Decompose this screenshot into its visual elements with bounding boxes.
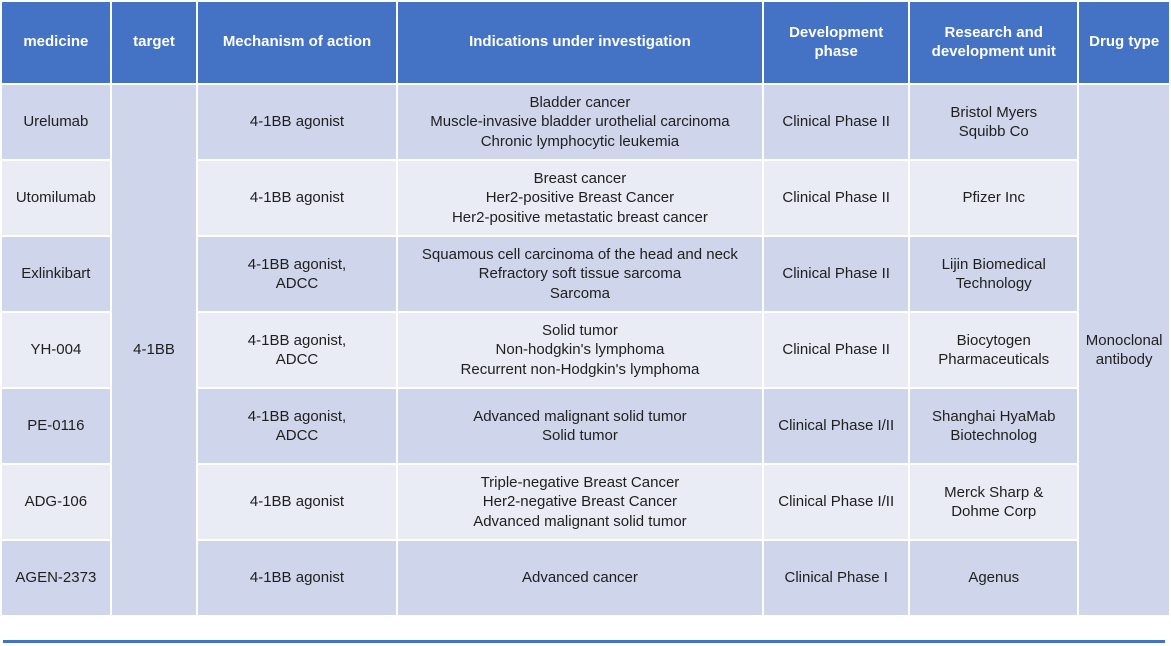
- header-cell-indications: Indications under investigation: [397, 2, 763, 83]
- table-row-adg-106: ADG-106 4-1BB agonist Triple-negative Br…: [2, 465, 1169, 539]
- cell-medicine: AGEN-2373: [2, 541, 110, 615]
- table-row-yh-004: YH-004 4-1BB agonist, ADCC Solid tumor N…: [2, 313, 1169, 387]
- header-cell-drug-type: Drug type: [1079, 2, 1169, 83]
- cell-mechanism: 4-1BB agonist, ADCC: [198, 313, 396, 387]
- cell-phase: Clinical Phase II: [764, 85, 909, 159]
- table-row-utomilumab: Utomilumab 4-1BB agonist Breast cancer H…: [2, 161, 1169, 235]
- cell-mechanism: 4-1BB agonist: [198, 161, 396, 235]
- cell-phase: Clinical Phase I/II: [764, 389, 909, 463]
- cell-rd-unit: Agenus: [910, 541, 1078, 615]
- table-row-exlinkibart: Exlinkibart 4-1BB agonist, ADCC Squamous…: [2, 237, 1169, 311]
- cell-rd-unit: Lijin Biomedical Technology: [910, 237, 1078, 311]
- cell-medicine: Urelumab: [2, 85, 110, 159]
- cell-mechanism: 4-1BB agonist, ADCC: [198, 389, 396, 463]
- cell-rd-unit: Bristol Myers Squibb Co: [910, 85, 1078, 159]
- cell-indications: Advanced malignant solid tumor Solid tum…: [397, 389, 763, 463]
- cell-rd-unit: Merck Sharp & Dohme Corp: [910, 465, 1078, 539]
- cell-indications: Breast cancer Her2-positive Breast Cance…: [397, 161, 763, 235]
- table-row-pe-0116: PE-0116 4-1BB agonist, ADCC Advanced mal…: [2, 389, 1169, 463]
- cell-indications: Solid tumor Non-hodgkin's lymphoma Recur…: [397, 313, 763, 387]
- cell-mechanism: 4-1BB agonist: [198, 465, 396, 539]
- cell-target-merged: 4-1BB: [111, 85, 197, 615]
- table-row-urelumab: Urelumab 4-1BB 4-1BB agonist Bladder can…: [2, 85, 1169, 615]
- cell-indications: Bladder cancer Muscle-invasive bladder u…: [397, 85, 763, 159]
- header-cell-medicine: medicine: [2, 2, 110, 83]
- header-row: medicine target Mechanism of action Indi…: [2, 2, 1169, 83]
- cell-phase: Clinical Phase I: [764, 541, 909, 615]
- cell-indications: Squamous cell carcinoma of the head and …: [397, 237, 763, 311]
- cell-rd-unit: Pfizer Inc: [910, 161, 1078, 235]
- cell-mechanism: 4-1BB agonist: [198, 85, 396, 159]
- header-cell-target: target: [111, 2, 197, 83]
- cell-medicine: Exlinkibart: [2, 237, 110, 311]
- bottom-divider: [3, 640, 1165, 643]
- cell-phase: Clinical Phase II: [764, 313, 909, 387]
- cell-medicine: PE-0116: [2, 389, 110, 463]
- cell-medicine: YH-004: [2, 313, 110, 387]
- cell-phase: Clinical Phase I/II: [764, 465, 909, 539]
- cell-medicine: Utomilumab: [2, 161, 110, 235]
- cell-medicine: ADG-106: [2, 465, 110, 539]
- table-row-agen-2373: AGEN-2373 4-1BB agonist Advanced cancer …: [2, 541, 1169, 615]
- drug-pipeline-table: medicine target Mechanism of action Indi…: [2, 2, 1169, 615]
- cell-indications: Advanced cancer: [397, 541, 763, 615]
- header-cell-mechanism: Mechanism of action: [198, 2, 396, 83]
- cell-phase: Clinical Phase II: [764, 237, 909, 311]
- cell-mechanism: 4-1BB agonist, ADCC: [198, 237, 396, 311]
- header-cell-development-phase: Development phase: [764, 2, 909, 83]
- cell-mechanism: 4-1BB agonist: [198, 541, 396, 615]
- header-cell-rd-unit: Research and development unit: [910, 2, 1078, 83]
- cell-rd-unit: Biocytogen Pharmaceuticals: [910, 313, 1078, 387]
- cell-phase: Clinical Phase II: [764, 161, 909, 235]
- cell-rd-unit: Shanghai HyaMab Biotechnolog: [910, 389, 1078, 463]
- cell-drug-type-merged: Monoclonal antibody: [1079, 85, 1169, 615]
- cell-indications: Triple-negative Breast Cancer Her2-negat…: [397, 465, 763, 539]
